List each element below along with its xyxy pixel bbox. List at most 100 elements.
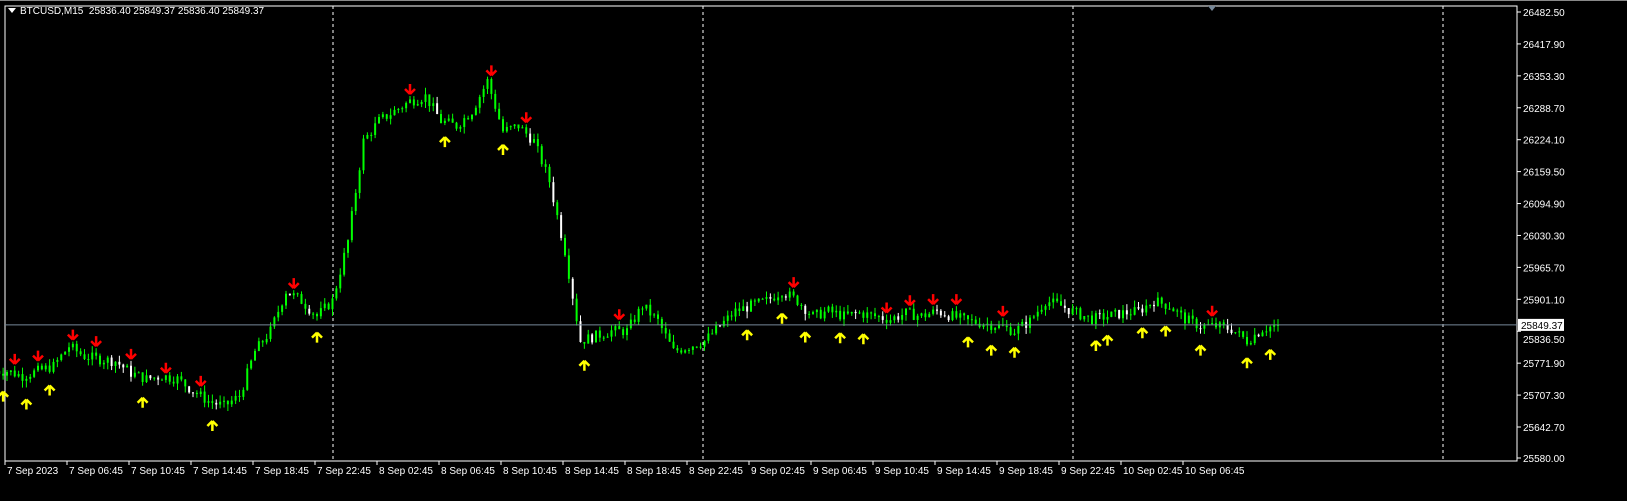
candle-body bbox=[1099, 313, 1101, 314]
candle-body bbox=[971, 319, 973, 320]
candle-body bbox=[246, 368, 248, 389]
candle-body bbox=[122, 365, 124, 368]
candle-body bbox=[862, 312, 864, 317]
candle-body bbox=[432, 103, 434, 106]
y-tick-label: 25901.10 bbox=[1523, 295, 1565, 306]
up-arrow-icon bbox=[963, 337, 973, 347]
candle-body bbox=[1169, 309, 1171, 310]
up-arrow-icon bbox=[1091, 341, 1101, 351]
candle-body bbox=[657, 314, 659, 318]
candle-body bbox=[835, 311, 837, 313]
candle-body bbox=[180, 376, 182, 379]
up-arrow-icon bbox=[986, 346, 996, 356]
plot-border bbox=[5, 6, 1517, 461]
candle-body bbox=[506, 127, 508, 131]
down-arrow-icon bbox=[405, 84, 415, 94]
up-arrow-icon bbox=[440, 137, 450, 147]
up-arrow-icon bbox=[207, 421, 217, 431]
candle-body bbox=[959, 313, 961, 317]
candle-body bbox=[196, 393, 198, 394]
x-tick-label: 9 Sep 10:45 bbox=[875, 466, 929, 477]
candle-body bbox=[1231, 330, 1233, 333]
candle-body bbox=[91, 353, 93, 360]
candle-body bbox=[10, 371, 12, 372]
x-tick-label: 7 Sep 18:45 bbox=[255, 466, 309, 477]
candle-body bbox=[1157, 298, 1159, 306]
candle-body bbox=[277, 312, 279, 318]
candle-body bbox=[909, 309, 911, 310]
candle-body bbox=[467, 118, 469, 119]
candle-body bbox=[607, 337, 609, 338]
candle-body bbox=[351, 211, 353, 240]
candle-body bbox=[382, 114, 384, 117]
candle-body bbox=[208, 401, 210, 403]
candle-body bbox=[475, 108, 477, 115]
y-tick-label: 26159.50 bbox=[1523, 168, 1565, 179]
up-arrow-icon bbox=[858, 334, 868, 344]
up-arrow-icon bbox=[498, 145, 508, 155]
candle-body bbox=[293, 293, 295, 295]
y-tick-label: 25771.90 bbox=[1523, 359, 1565, 370]
candle-body bbox=[146, 375, 148, 382]
candle-body bbox=[723, 321, 725, 326]
up-arrow-icon bbox=[742, 330, 752, 340]
candle-body bbox=[828, 307, 830, 312]
x-tick-label: 7 Sep 22:45 bbox=[317, 466, 371, 477]
candle-body bbox=[1180, 311, 1182, 313]
x-tick-label: 9 Sep 14:45 bbox=[937, 466, 991, 477]
candle-body bbox=[831, 307, 833, 313]
candle-body bbox=[1238, 331, 1240, 332]
candle-body bbox=[1265, 331, 1267, 332]
candle-body bbox=[87, 359, 89, 360]
candle-body bbox=[421, 102, 423, 104]
candle-body bbox=[967, 315, 969, 319]
up-arrow-icon bbox=[835, 333, 845, 343]
candle-body bbox=[855, 312, 857, 313]
x-tick-label: 9 Sep 18:45 bbox=[999, 466, 1053, 477]
candle-body bbox=[711, 333, 713, 334]
candle-body bbox=[1037, 312, 1039, 317]
candle-body bbox=[204, 392, 206, 403]
candle-body bbox=[37, 366, 39, 371]
candle-body bbox=[525, 127, 527, 133]
candle-body bbox=[924, 313, 926, 317]
candle-body bbox=[14, 371, 16, 377]
candle-body bbox=[514, 124, 516, 126]
candle-body bbox=[188, 386, 190, 392]
triangle-down-icon[interactable] bbox=[8, 8, 16, 13]
candle-body bbox=[308, 309, 310, 314]
candle-body bbox=[444, 121, 446, 123]
current-price-label: 25849.37 bbox=[1521, 321, 1563, 332]
candle-body bbox=[312, 314, 314, 315]
candle-body bbox=[394, 110, 396, 115]
candle-body bbox=[820, 310, 822, 319]
candle-body bbox=[1107, 317, 1109, 320]
candle-body bbox=[928, 314, 930, 317]
candle-body bbox=[335, 288, 337, 298]
candle-body bbox=[417, 104, 419, 105]
candle-body bbox=[440, 114, 442, 123]
candle-body bbox=[107, 358, 109, 363]
down-arrow-icon bbox=[1207, 306, 1217, 316]
candle-body bbox=[1056, 299, 1058, 302]
candle-body bbox=[921, 313, 923, 315]
candle-body bbox=[483, 89, 485, 97]
down-arrow-icon bbox=[289, 278, 299, 288]
x-tick-label: 8 Sep 14:45 bbox=[565, 466, 619, 477]
candle-body bbox=[576, 299, 578, 322]
candle-body bbox=[115, 362, 117, 366]
candle-body bbox=[49, 366, 51, 372]
candle-body bbox=[316, 314, 318, 316]
candle-body bbox=[301, 294, 303, 304]
candle-body bbox=[738, 308, 740, 311]
candle-body bbox=[634, 320, 636, 322]
candle-body bbox=[161, 380, 163, 381]
candle-body bbox=[1103, 313, 1105, 319]
candle-body bbox=[332, 298, 334, 309]
candle-body bbox=[952, 311, 954, 320]
candle-body bbox=[564, 238, 566, 255]
candle-body bbox=[111, 358, 113, 366]
x-tick-label: 7 Sep 14:45 bbox=[193, 466, 247, 477]
